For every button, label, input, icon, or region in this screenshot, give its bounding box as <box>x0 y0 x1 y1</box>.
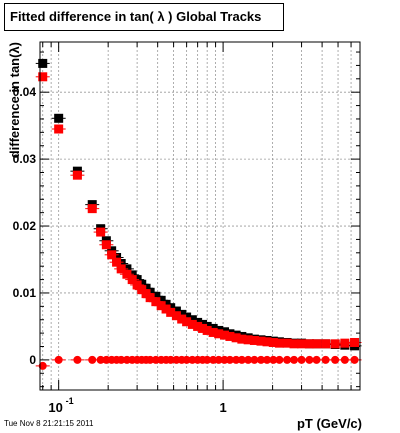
x-tick-label: 1 <box>219 400 226 415</box>
x-axis-label: pT (GeV/c) <box>297 416 362 431</box>
data-point <box>101 240 111 250</box>
x-tick-label-base: 10 <box>48 400 62 415</box>
data-point <box>331 355 340 364</box>
data-point <box>297 355 306 364</box>
data-point <box>161 304 171 314</box>
data-point <box>156 295 166 305</box>
data-point <box>88 355 97 364</box>
plot-frame <box>39 41 361 391</box>
data-point <box>237 334 247 344</box>
data-point <box>193 321 203 331</box>
y-tick-label: 0 <box>29 353 36 367</box>
data-point <box>107 250 117 260</box>
data-point <box>340 355 349 364</box>
data-point <box>54 113 64 123</box>
data-point <box>225 331 235 341</box>
data-point <box>274 338 284 348</box>
data-point <box>156 301 166 311</box>
data-point <box>282 338 292 348</box>
data-point <box>208 327 218 337</box>
y-tick-label: 0.03 <box>13 152 37 166</box>
data-point <box>54 124 64 134</box>
marker-layer <box>35 58 362 370</box>
series-0 <box>35 58 362 351</box>
data-point <box>187 319 197 329</box>
data-point <box>350 337 360 347</box>
data-point <box>187 315 197 325</box>
data-point <box>38 361 47 370</box>
y-tick-label: 0.01 <box>13 286 37 300</box>
data-point <box>151 291 161 301</box>
data-point <box>330 339 340 349</box>
label-layer: 0 0.01 0.02 0.03 0.04 10 -1 1 <box>13 85 227 415</box>
data-point <box>112 252 122 262</box>
data-point <box>214 329 224 339</box>
data-point <box>202 325 212 335</box>
data-point <box>112 257 122 267</box>
data-point <box>132 280 142 290</box>
data-point <box>122 269 132 279</box>
data-point <box>275 355 284 364</box>
data-point <box>198 323 208 333</box>
data-point <box>166 303 176 313</box>
data-point <box>243 335 253 345</box>
data-point <box>127 275 137 285</box>
data-point <box>177 309 187 319</box>
data-point <box>268 337 278 347</box>
y-axis-label: difference in tan(λ) <box>7 42 22 158</box>
data-point <box>249 335 259 345</box>
data-point <box>312 355 321 364</box>
data-point <box>350 355 359 364</box>
data-point <box>304 339 314 349</box>
data-point <box>116 259 126 269</box>
data-point <box>321 339 331 349</box>
data-point <box>297 339 307 349</box>
grid-layer <box>40 42 360 390</box>
data-point <box>182 312 192 322</box>
data-point <box>305 355 314 364</box>
data-point <box>116 264 126 274</box>
data-point <box>182 317 192 327</box>
data-point <box>289 339 299 349</box>
data-point <box>96 227 106 237</box>
series-2 <box>35 355 362 370</box>
data-point <box>231 333 241 343</box>
data-point <box>171 306 181 316</box>
data-point <box>166 307 176 317</box>
y-tick-label: 0.04 <box>13 85 37 99</box>
data-point <box>38 72 48 82</box>
x-tick-label: 10 -1 <box>48 396 73 415</box>
tick-layer <box>40 42 360 390</box>
data-point <box>87 204 97 214</box>
data-point <box>151 297 161 307</box>
data-point <box>38 58 48 68</box>
data-point <box>262 337 272 347</box>
data-point <box>72 170 82 180</box>
data-point <box>321 355 330 364</box>
x-tick-label-exponent: -1 <box>66 396 74 406</box>
series-1 <box>35 72 362 349</box>
x-tick-label-base: 1 <box>219 400 226 415</box>
data-point <box>171 311 181 321</box>
data-point <box>161 299 171 309</box>
timestamp: Tue Nov 8 21:21:15 2011 <box>4 419 94 428</box>
data-point <box>145 293 155 303</box>
data-point <box>290 355 299 364</box>
data-point <box>312 339 322 349</box>
data-point <box>340 338 350 348</box>
data-point <box>220 330 230 340</box>
chart-title: Fitted difference in tan( λ ) Global Tra… <box>4 3 284 31</box>
data-point <box>54 355 63 364</box>
data-point <box>256 336 266 346</box>
data-point <box>177 314 187 324</box>
y-tick-label: 0.02 <box>13 219 37 233</box>
data-point <box>127 270 137 280</box>
data-point <box>73 355 82 364</box>
